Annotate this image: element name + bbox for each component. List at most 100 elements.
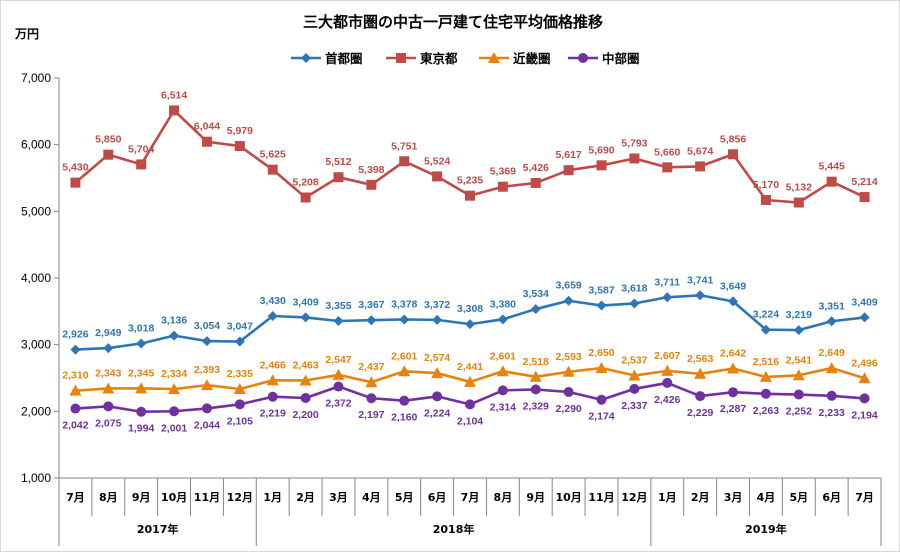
x-tick-label: 10月 <box>161 491 187 504</box>
data-label: 2,518 <box>523 356 549 368</box>
data-label: 5,751 <box>391 140 417 152</box>
data-label: 3,372 <box>424 299 450 311</box>
x-tick-label: 8月 <box>99 491 118 504</box>
data-point <box>333 316 344 326</box>
x-tick-label: 11月 <box>194 491 220 504</box>
legend: 首都圏 東京都 近畿圏 中部圏 <box>291 51 640 66</box>
data-point <box>497 314 508 325</box>
chart-title: 三大都市圏の中古一戸建て住宅平均価格推移 <box>303 13 603 31</box>
data-label: 2,593 <box>555 351 581 363</box>
data-point <box>70 177 81 188</box>
data-label: 5,617 <box>555 149 581 161</box>
data-label: 2,496 <box>851 357 877 369</box>
data-label: 2,075 <box>95 417 121 429</box>
data-label: 2,547 <box>325 354 351 366</box>
x-tick-label: 12月 <box>227 491 253 504</box>
data-point <box>234 141 245 152</box>
data-label: 2,607 <box>654 350 680 362</box>
data-label: 2,466 <box>260 359 286 371</box>
data-label: 2,463 <box>292 359 318 371</box>
data-label: 5,426 <box>523 162 549 174</box>
data-label: 5,704 <box>128 143 154 155</box>
data-point <box>563 387 574 397</box>
data-point <box>661 364 674 376</box>
data-label: 2,537 <box>621 355 647 367</box>
data-point <box>464 375 476 387</box>
year-group-label: 2018年 <box>433 522 475 536</box>
data-label: 2,287 <box>720 403 746 415</box>
x-tick-label: 5月 <box>395 491 414 504</box>
data-point <box>432 314 443 325</box>
data-label: 5,625 <box>260 149 286 161</box>
data-label: 2,441 <box>457 361 483 373</box>
data-point <box>563 295 574 306</box>
data-point <box>332 368 345 380</box>
data-point <box>399 314 410 325</box>
data-label: 5,850 <box>95 134 121 146</box>
data-label: 6,044 <box>194 121 220 133</box>
data-label: 2,224 <box>424 407 450 419</box>
legend-item: 首都圏 <box>291 51 363 66</box>
data-point <box>858 372 871 384</box>
data-point <box>398 365 411 377</box>
data-label: 2,252 <box>786 406 812 418</box>
data-label: 2,233 <box>819 407 845 419</box>
data-point <box>497 181 508 192</box>
data-point <box>826 316 837 327</box>
legend-marker <box>396 53 406 63</box>
data-point <box>266 374 279 386</box>
data-label: 5,660 <box>654 146 680 158</box>
data-point <box>299 374 312 386</box>
data-point <box>529 370 542 382</box>
data-label: 3,587 <box>588 285 614 297</box>
data-point <box>563 165 574 176</box>
data-label: 2,343 <box>95 367 121 379</box>
data-label: 2,263 <box>753 405 779 417</box>
data-label: 5,674 <box>687 145 713 157</box>
data-point <box>300 312 311 323</box>
data-label: 5,214 <box>851 176 877 188</box>
data-label: 2,649 <box>819 347 845 359</box>
data-label: 6,514 <box>161 89 187 101</box>
y-axis-unit-label: 万円 <box>14 27 39 41</box>
data-point <box>70 403 81 414</box>
x-tick-label: 5月 <box>789 491 808 504</box>
data-point <box>859 192 870 203</box>
axes: 1,000 2,000 3,000 4,000 5,000 6,000 7,000 7月 8月 9… <box>21 71 882 546</box>
data-point <box>825 362 838 374</box>
data-point <box>497 385 508 396</box>
data-point <box>792 369 805 381</box>
data-label: 3,351 <box>819 300 845 312</box>
legend-item: 中部圏 <box>568 51 640 66</box>
x-tick-label: 6月 <box>428 491 447 504</box>
data-label: 3,308 <box>457 303 483 315</box>
data-point <box>728 149 739 160</box>
data-point <box>267 391 278 402</box>
data-point <box>136 159 147 170</box>
data-label: 2,200 <box>292 409 318 421</box>
data-point <box>201 136 212 147</box>
data-label: 3,649 <box>720 280 746 292</box>
data-label: 2,926 <box>62 329 88 341</box>
data-label: 2,310 <box>62 370 88 382</box>
data-point <box>136 406 147 417</box>
data-label: 2,949 <box>95 327 121 339</box>
data-point <box>759 370 772 382</box>
data-point <box>727 362 740 374</box>
data-label: 2,229 <box>687 407 713 419</box>
series-0 <box>70 290 870 355</box>
data-point <box>69 384 82 396</box>
x-tick-label: 4月 <box>757 491 776 504</box>
data-label: 2,105 <box>227 415 253 427</box>
data-point <box>728 296 739 307</box>
data-label: 2,563 <box>687 353 713 365</box>
y-tick-label: 1,000 <box>21 471 51 485</box>
data-label: 2,001 <box>161 422 187 434</box>
data-point <box>793 325 804 336</box>
data-label: 2,601 <box>391 350 417 362</box>
data-label: 2,337 <box>621 400 647 412</box>
y-tick-label: 7,000 <box>21 71 51 85</box>
x-tick-label: 7月 <box>461 491 480 504</box>
legend-item: 近畿圏 <box>479 51 551 66</box>
